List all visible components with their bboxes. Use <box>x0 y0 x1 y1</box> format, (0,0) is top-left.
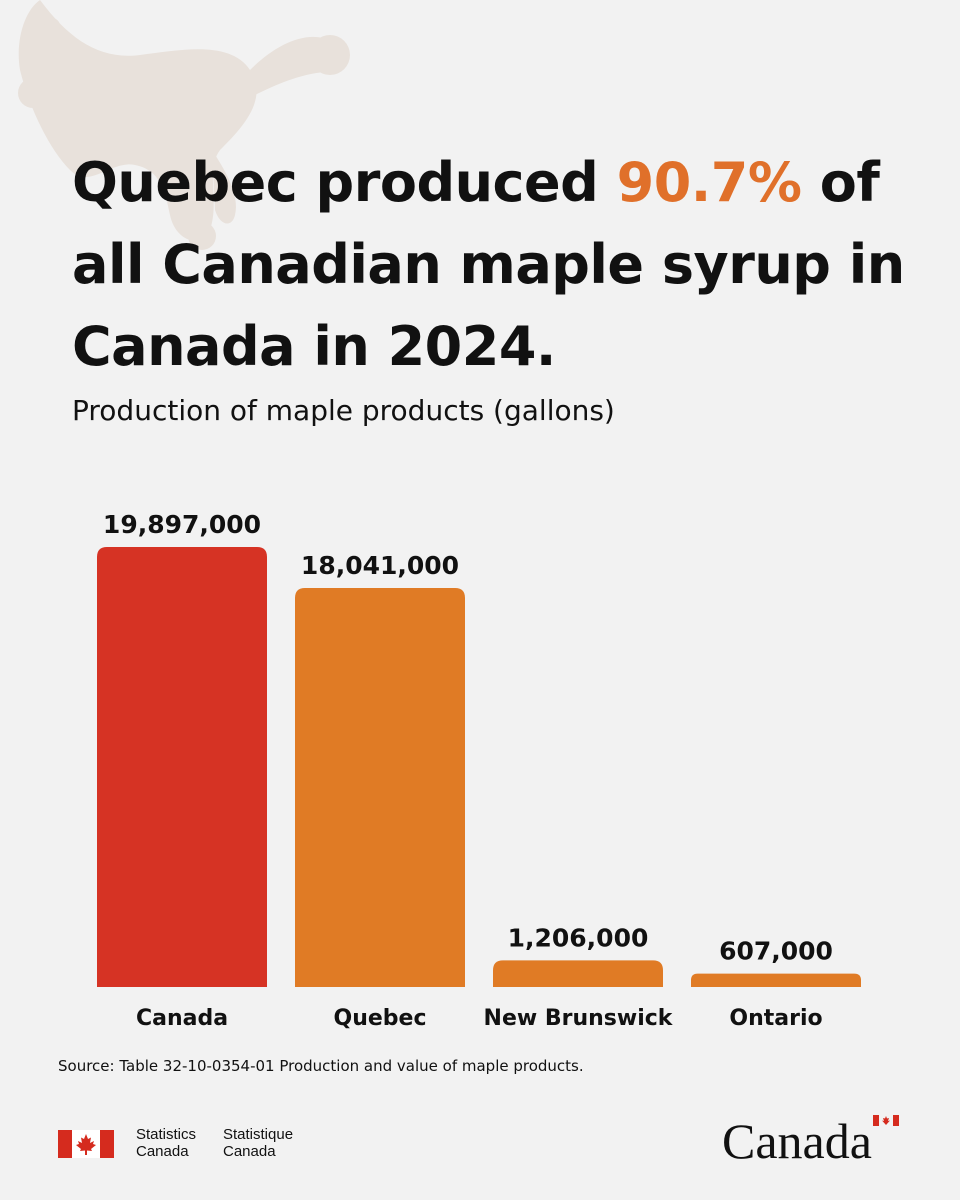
bar-ontario <box>691 973 861 987</box>
value-label: 19,897,000 <box>103 510 261 539</box>
signature-en-line-1: Statistics <box>136 1126 197 1143</box>
category-label: Canada <box>136 1006 228 1031</box>
bar-quebec <box>295 588 465 987</box>
headline-after: of all Canadian maple syrup in Canada in… <box>72 151 905 378</box>
bar-canada <box>97 547 267 987</box>
headline-before: Quebec produced <box>72 151 617 214</box>
bar-new-brunswick <box>493 960 663 987</box>
headline-highlight: 90.7% <box>616 151 802 214</box>
category-label: Quebec <box>334 1006 427 1031</box>
value-label: 18,041,000 <box>301 551 459 580</box>
source-note: Source: Table 32-10-0354-01 Production a… <box>58 1057 584 1075</box>
signature-fr-line-2: Canada <box>223 1143 276 1160</box>
chart-title: Production of maple products (gallons) <box>72 394 615 427</box>
maple-splash-decoration <box>18 0 350 250</box>
signature-fr-line-1: Statistique <box>223 1126 294 1143</box>
bar-chart: 19,897,000 Canada 18,041,000 Quebec 1,206,00… <box>97 510 861 1031</box>
canada-flag-icon <box>58 1130 114 1158</box>
canada-wordmark-logo: Canada <box>722 1113 899 1169</box>
statistics-canada-signature-en: Statistics Canada <box>136 1126 196 1160</box>
canada-wordmark-text: Canada <box>722 1113 872 1169</box>
value-label: 607,000 <box>719 937 833 966</box>
value-label: 1,206,000 <box>508 923 649 952</box>
footer: Statistics Canada Statistique Canada Can… <box>0 1110 960 1170</box>
statistique-canada-signature-fr: Statistique Canada <box>223 1126 293 1160</box>
category-label: New Brunswick <box>484 1006 674 1031</box>
signature-en-line-2: Canada <box>136 1143 189 1160</box>
wordmark-flag-icon <box>873 1115 899 1126</box>
headline: Quebec produced 90.7% of all Canadian ma… <box>72 142 932 388</box>
category-label: Ontario <box>729 1006 822 1031</box>
